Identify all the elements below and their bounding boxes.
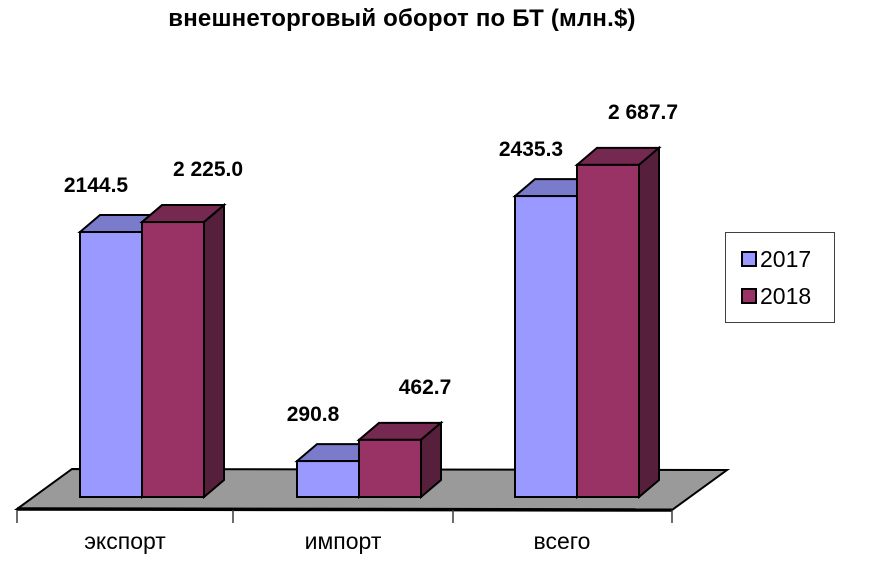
bar-2017-2-front: [514, 195, 578, 498]
data-label-2018-1: 462.7: [398, 375, 452, 399]
legend-item-2017: 2017: [741, 245, 834, 272]
legend-label-2017: 2017: [760, 245, 812, 272]
bar-2018-2-front: [576, 163, 640, 498]
bar-2018-0-side: [203, 202, 225, 500]
legend-label-2018: 2018: [760, 282, 812, 309]
bar-2017-1-front: [296, 460, 360, 499]
data-label-2018-0: 2 225.0: [172, 158, 244, 182]
category-axis-line: [16, 507, 673, 512]
data-label-2017-0: 2144.5: [63, 174, 129, 197]
bar-2017-0-front: [79, 231, 143, 499]
legend-item-2018: 2018: [741, 282, 834, 309]
legend: 2017 2018: [725, 232, 835, 323]
data-label-2017-1: 290.8: [286, 403, 340, 427]
legend-marker-2017: [741, 251, 757, 267]
category-axis-label-1: импорт: [304, 528, 382, 554]
bar-2018-0-front: [141, 221, 205, 498]
bar-2018-1-front: [358, 438, 422, 498]
category-axis-label-2: всего: [533, 528, 591, 554]
data-label-2017-2: 2435.3: [498, 138, 564, 162]
chart-title: внешнеторговый оборот по БТ (млн.$): [168, 5, 636, 32]
legend-marker-2018: [741, 288, 757, 304]
bar-2018-2-side: [638, 145, 660, 500]
data-label-2018-2: 2 687.7: [607, 100, 679, 124]
category-axis-label-0: экспорт: [84, 528, 166, 554]
